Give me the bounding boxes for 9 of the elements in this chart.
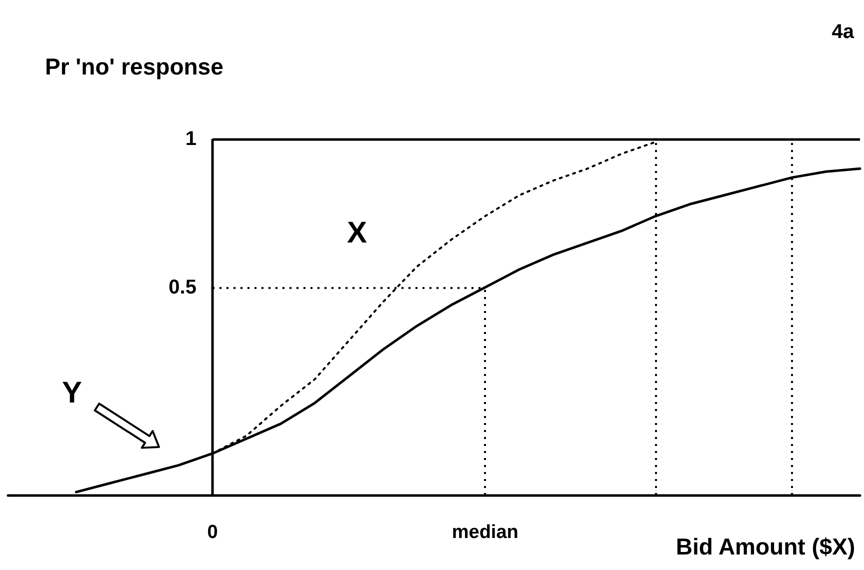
x-tick-label: 0 [207,522,218,543]
text: 4a [832,21,855,43]
x-axis-title: Bid Amount ($X) [676,534,856,560]
y-axis-title: Pr 'no' response [45,54,224,80]
y-tick-label: 0.5 [168,276,196,298]
x-tick-label: median [452,522,518,543]
annotation: X [346,216,368,250]
y-tick-label: 1 [185,128,196,150]
annotation: Y [62,376,82,410]
